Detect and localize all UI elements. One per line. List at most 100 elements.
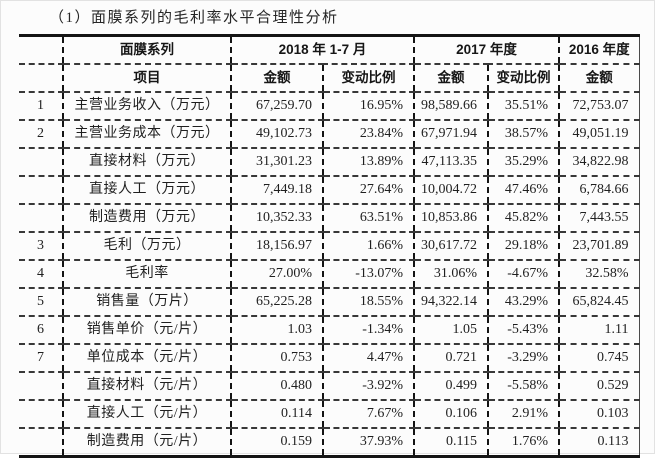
item-name-cell: 直接材料（元/片） xyxy=(62,372,231,401)
value-cell: 47,113.35 xyxy=(413,148,489,177)
series-header: 面膜系列 xyxy=(62,35,231,65)
value-cell: 4.47% xyxy=(321,344,415,373)
item-name-cell: 主营业务收入（万元） xyxy=(62,92,231,121)
value-cell: 10,352.33 xyxy=(230,204,323,233)
item-name-cell: 直接人工（万元） xyxy=(62,176,231,205)
value-cell: 0.480 xyxy=(230,372,323,401)
table-row: 4 毛利率 27.00% -13.07% 31.06% -4.67% 32.58% xyxy=(19,260,640,289)
item-name-cell: 单位成本（元/片） xyxy=(62,344,231,373)
item-name-cell: 制造费用（元/片） xyxy=(62,428,231,458)
row-number-cell: 7 xyxy=(19,344,63,373)
value-cell: 30,617.72 xyxy=(413,232,489,261)
value-cell: 0.529 xyxy=(558,372,640,401)
value-cell: 0.753 xyxy=(230,344,323,373)
value-cell: 1.66% xyxy=(321,232,415,261)
period-header-2017: 2017 年度 xyxy=(413,35,560,65)
value-cell: 49,051.19 xyxy=(558,120,640,149)
row-number-cell xyxy=(19,204,63,233)
corner-cell xyxy=(19,35,63,65)
value-cell: 1.03 xyxy=(230,316,323,345)
period-header-2018: 2018 年 1-7 月 xyxy=(229,35,415,65)
table-row: 制造费用（元/片） 0.159 37.93% 0.115 1.76% 0.113 xyxy=(19,428,640,458)
table-body: 1 主营业务收入（万元） 67,259.70 16.95% 98,589.66 35.51… xyxy=(19,92,640,458)
item-name-cell: 毛利（万元） xyxy=(62,232,231,261)
row-number-cell xyxy=(19,148,63,177)
table-row: 2 主营业务成本（万元） 49,102.73 23.84% 67,971.94 38.57… xyxy=(19,120,640,149)
value-cell: -1.34% xyxy=(321,316,415,345)
corner-cell xyxy=(19,64,63,93)
item-name-cell: 制造费用（万元） xyxy=(62,204,231,233)
value-cell: 35.29% xyxy=(487,148,560,177)
table-row: 直接材料（元/片） 0.480 -3.92% 0.499 -5.58% 0.529 xyxy=(19,372,640,401)
value-cell: 2.91% xyxy=(487,400,560,429)
section-title: （1）面膜系列的毛利率水平合理性分析 xyxy=(49,10,339,26)
value-cell: 27.00% xyxy=(230,260,323,289)
value-cell: 31.06% xyxy=(413,260,489,289)
value-cell: 43.29% xyxy=(487,288,560,317)
value-cell: 98,589.66 xyxy=(413,92,489,121)
value-cell: 0.721 xyxy=(413,344,489,373)
value-cell: 0.114 xyxy=(230,400,323,429)
value-cell: -3.29% xyxy=(487,344,560,373)
value-cell: -5.58% xyxy=(487,372,560,401)
value-cell: 63.51% xyxy=(321,204,415,233)
amount-header-2018: 金额 xyxy=(230,64,323,93)
item-name-cell: 主营业务成本（万元） xyxy=(62,120,231,149)
value-cell: 67,971.94 xyxy=(413,120,489,149)
amount-header-2017: 金额 xyxy=(413,64,489,93)
value-cell: 10,853.86 xyxy=(413,204,489,233)
item-name-cell: 直接材料（万元） xyxy=(62,148,231,177)
value-cell: 18.55% xyxy=(321,288,415,317)
value-cell: 7,449.18 xyxy=(230,176,323,205)
table-row: 直接人工（元/片） 0.114 7.67% 0.106 2.91% 0.103 xyxy=(19,400,640,429)
value-cell: 38.57% xyxy=(487,120,560,149)
value-cell: 72,753.07 xyxy=(558,92,640,121)
value-cell: 32.58% xyxy=(558,260,640,289)
value-cell: 65,824.45 xyxy=(558,288,640,317)
amount-header-2016: 金额 xyxy=(558,64,640,93)
value-cell: 0.745 xyxy=(558,344,640,373)
value-cell: 31,301.23 xyxy=(230,148,323,177)
value-cell: 37.93% xyxy=(321,428,415,458)
value-cell: 16.95% xyxy=(321,92,415,121)
row-number-cell xyxy=(19,428,63,458)
value-cell: 27.64% xyxy=(321,176,415,205)
value-cell: 1.76% xyxy=(487,428,560,458)
table-header: 面膜系列 2018 年 1-7 月 2017 年度 2016 年度 项目 金额 … xyxy=(19,35,640,93)
value-cell: 94,322.14 xyxy=(413,288,489,317)
table-row: 7 单位成本（元/片） 0.753 4.47% 0.721 -3.29% 0.745 xyxy=(19,344,640,373)
value-cell: 35.51% xyxy=(487,92,560,121)
group-header-row: 面膜系列 2018 年 1-7 月 2017 年度 2016 年度 xyxy=(19,35,640,65)
table-row: 6 销售单价（元/片） 1.03 -1.34% 1.05 -5.43% 1.11 xyxy=(19,316,640,345)
row-number-cell xyxy=(19,372,63,401)
value-cell: -5.43% xyxy=(487,316,560,345)
change-ratio-header-2018: 变动比例 xyxy=(321,64,415,93)
value-cell: 13.89% xyxy=(321,148,415,177)
value-cell: 0.103 xyxy=(558,400,640,429)
row-number-cell xyxy=(19,176,63,205)
item-name-cell: 销售量（万片） xyxy=(62,288,231,317)
value-cell: 47.46% xyxy=(487,176,560,205)
item-name-cell: 直接人工（元/片） xyxy=(62,400,231,429)
value-cell: 1.11 xyxy=(558,316,640,345)
value-cell: 7.67% xyxy=(321,400,415,429)
value-cell: 0.499 xyxy=(413,372,489,401)
value-cell: 65,225.28 xyxy=(230,288,323,317)
value-cell: 29.18% xyxy=(487,232,560,261)
row-number-cell xyxy=(19,400,63,429)
gross-margin-analysis-table: 面膜系列 2018 年 1-7 月 2017 年度 2016 年度 项目 金额 … xyxy=(19,34,640,458)
value-cell: 1.05 xyxy=(413,316,489,345)
row-number-cell: 5 xyxy=(19,288,63,317)
table-row: 直接人工（万元） 7,449.18 27.64% 10,004.72 47.46% 6,7… xyxy=(19,176,640,205)
table-row: 1 主营业务收入（万元） 67,259.70 16.95% 98,589.66 35.51… xyxy=(19,92,640,121)
value-cell: 0.159 xyxy=(230,428,323,458)
table-row: 5 销售量（万片） 65,225.28 18.55% 94,322.14 43.29% 65… xyxy=(19,288,640,317)
value-cell: 34,822.98 xyxy=(558,148,640,177)
row-number-cell: 1 xyxy=(19,92,63,121)
value-cell: 45.82% xyxy=(487,204,560,233)
item-name-cell: 毛利率 xyxy=(62,260,231,289)
table-row: 制造费用（万元） 10,352.33 63.51% 10,853.86 45.82% 7,… xyxy=(19,204,640,233)
value-cell: 67,259.70 xyxy=(230,92,323,121)
row-number-cell: 2 xyxy=(19,120,63,149)
